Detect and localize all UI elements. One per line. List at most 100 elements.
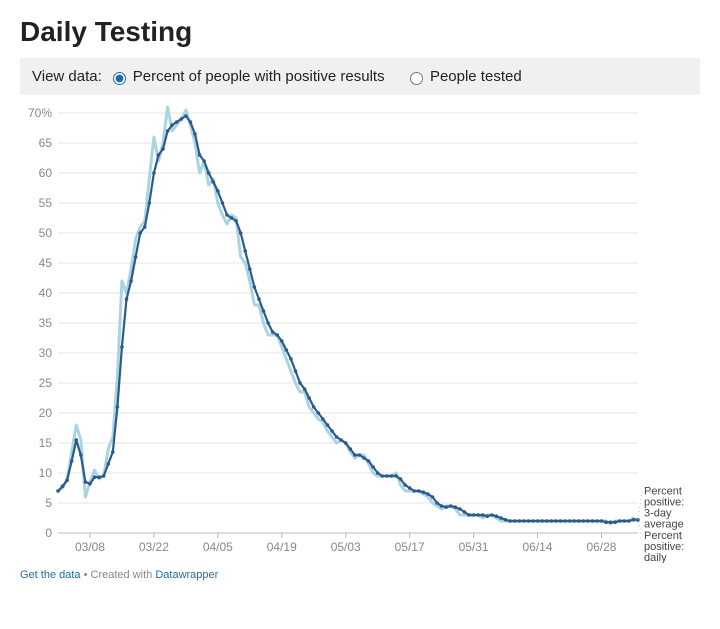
series-avg3-point xyxy=(189,120,193,124)
series-avg3-point xyxy=(362,456,366,460)
y-tick-label: 50 xyxy=(39,226,53,240)
series-avg3-point xyxy=(417,489,421,493)
series-avg3-point xyxy=(84,480,88,484)
series-avg3-point xyxy=(138,231,142,235)
series-avg3-point xyxy=(321,417,325,421)
series-avg3-point xyxy=(454,505,458,509)
series-avg3-point xyxy=(595,519,599,523)
series-avg3-point xyxy=(202,159,206,163)
series-avg3-point xyxy=(632,518,636,522)
series-avg3-point xyxy=(271,330,275,334)
series-avg3-point xyxy=(522,519,526,523)
radio-option-positive-pct[interactable]: Percent of people with positive results xyxy=(108,68,385,85)
series-avg3-point xyxy=(513,519,517,523)
series-avg3-point xyxy=(435,501,439,505)
series-avg3-point xyxy=(549,519,553,523)
x-tick-label: 05/17 xyxy=(395,540,425,554)
radio-input-positive-pct[interactable] xyxy=(113,72,126,85)
series-avg3-point xyxy=(148,201,152,205)
series-avg3-point xyxy=(198,153,202,157)
series-avg3-point xyxy=(444,505,448,509)
series-avg3-point xyxy=(248,267,252,271)
series-avg3-point xyxy=(581,519,585,523)
series-avg3-endlabel: average xyxy=(644,518,684,530)
series-avg3-point xyxy=(234,219,238,223)
datawrapper-link[interactable]: Datawrapper xyxy=(155,569,218,581)
series-avg3-point xyxy=(157,153,161,157)
series-avg3-point xyxy=(540,519,544,523)
series-avg3-point xyxy=(431,495,435,499)
series-avg3-point xyxy=(243,249,247,253)
series-avg3-point xyxy=(476,513,480,517)
series-avg3-point xyxy=(280,339,284,343)
series-avg3-point xyxy=(422,490,426,494)
series-avg3-point xyxy=(554,519,558,523)
y-tick-label: 65 xyxy=(39,136,53,150)
radio-label-positive-pct: Percent of people with positive results xyxy=(133,68,385,85)
series-avg3-point xyxy=(577,519,581,523)
series-avg3-point xyxy=(102,474,106,478)
series-avg3-point xyxy=(472,513,476,517)
series-avg3-point xyxy=(517,519,521,523)
series-avg3-point xyxy=(111,450,115,454)
series-avg3-point xyxy=(458,507,462,511)
radio-option-people-tested[interactable]: People tested xyxy=(405,68,522,85)
series-avg3-point xyxy=(467,513,471,517)
series-avg3-point xyxy=(481,513,485,517)
series-avg3-point xyxy=(166,129,170,133)
series-avg3-point xyxy=(591,519,595,523)
series-avg3-point xyxy=(152,171,156,175)
y-tick-label: 10 xyxy=(39,466,53,480)
series-avg3-point xyxy=(490,513,494,517)
series-avg3-point xyxy=(161,147,165,151)
series-avg3-point xyxy=(627,519,631,523)
series-avg3-point xyxy=(463,510,467,514)
series-avg3-point xyxy=(257,297,261,301)
radio-label-people-tested: People tested xyxy=(430,68,522,85)
line-chart-svg: 0510152025303540455055606570%03/0803/220… xyxy=(20,103,700,563)
x-tick-label: 03/08 xyxy=(75,540,105,554)
x-tick-label: 04/05 xyxy=(203,540,233,554)
series-avg3-point xyxy=(317,411,321,415)
x-tick-label: 06/28 xyxy=(586,540,616,554)
series-avg3-point xyxy=(275,333,279,337)
y-tick-label: 60 xyxy=(39,166,53,180)
series-avg3-point xyxy=(394,474,398,478)
y-tick-label: 15 xyxy=(39,436,53,450)
series-avg3-point xyxy=(353,453,357,457)
y-tick-label: 55 xyxy=(39,196,53,210)
series-avg3-point xyxy=(344,441,348,445)
series-avg3-point xyxy=(622,519,626,523)
series-avg3-point xyxy=(348,447,352,451)
series-avg3-point xyxy=(426,492,430,496)
series-avg3-point xyxy=(613,520,617,524)
get-data-link[interactable]: Get the data xyxy=(20,569,81,581)
series-avg3-point xyxy=(298,381,302,385)
series-avg3-point xyxy=(184,114,188,118)
footer-sep: • xyxy=(81,569,91,581)
y-tick-label: 45 xyxy=(39,256,53,270)
series-avg3-point xyxy=(600,519,604,523)
series-avg3-point xyxy=(180,117,184,121)
view-data-controls: View data: Percent of people with positi… xyxy=(20,58,700,95)
series-avg3-point xyxy=(193,132,197,136)
series-avg3-point xyxy=(508,519,512,523)
series-avg3-point xyxy=(604,520,608,524)
series-avg3-point xyxy=(239,231,243,235)
y-tick-label: 0 xyxy=(45,526,52,540)
series-avg3-point xyxy=(385,474,389,478)
series-daily-endlabel: daily xyxy=(644,552,667,563)
radio-input-people-tested[interactable] xyxy=(410,72,423,85)
series-avg3-point xyxy=(253,285,257,289)
series-avg3-point xyxy=(536,519,540,523)
series-avg3-point xyxy=(312,405,316,409)
series-avg3-point xyxy=(380,474,384,478)
chart-footer: Get the data • Created with Datawrapper xyxy=(20,569,700,581)
series-avg3-point xyxy=(175,120,179,124)
series-avg3-point xyxy=(211,180,215,184)
view-data-label: View data: xyxy=(32,68,102,85)
series-avg3-point xyxy=(545,519,549,523)
series-avg3-point xyxy=(120,345,124,349)
series-avg3-point xyxy=(285,348,289,352)
series-avg3-point xyxy=(289,357,293,361)
